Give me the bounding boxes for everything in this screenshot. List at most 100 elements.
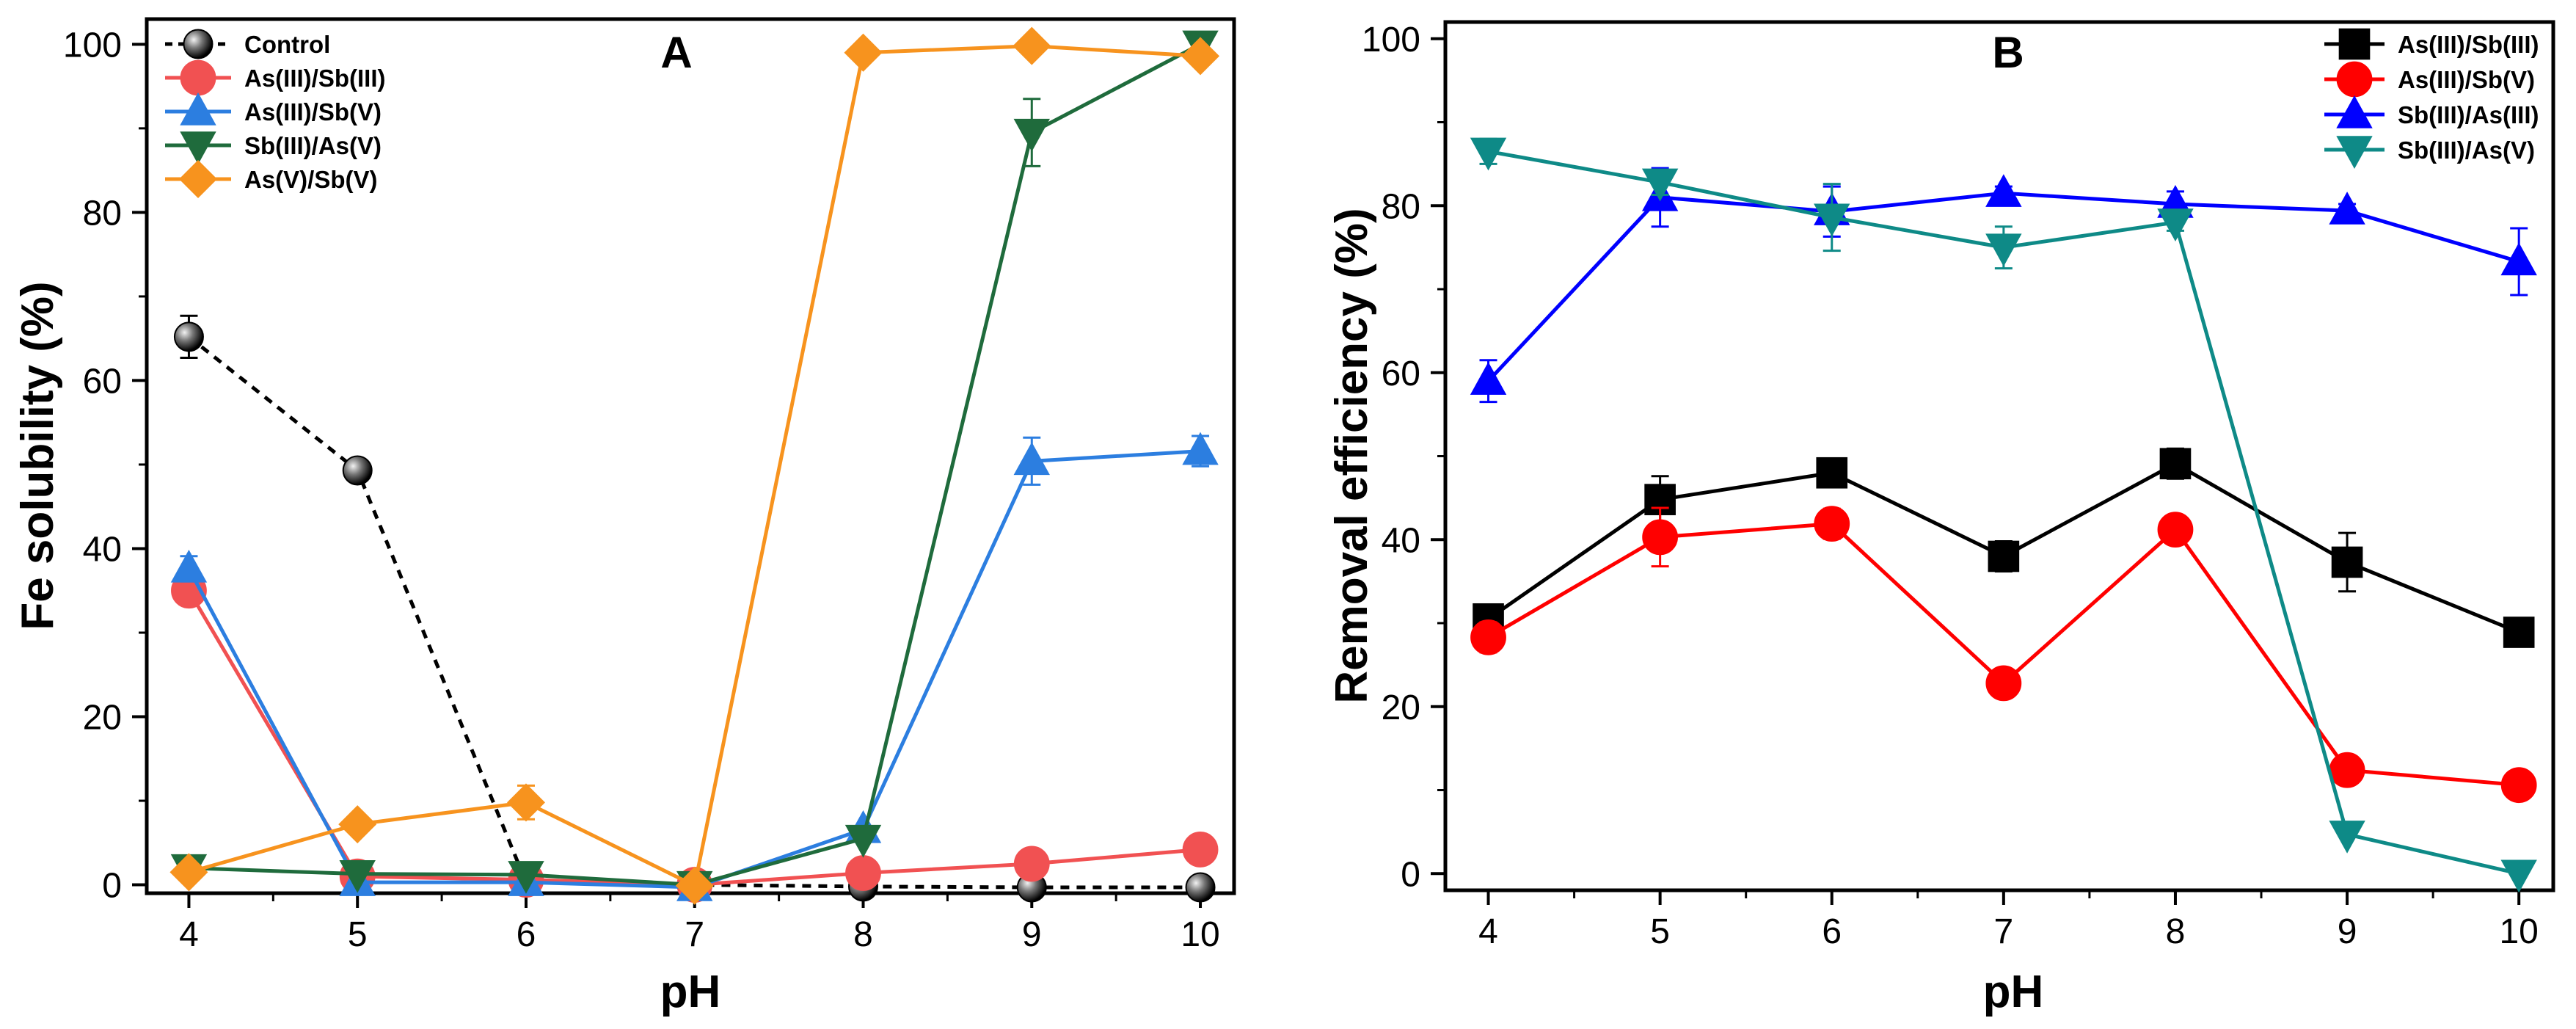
legend-label: As(V)/Sb(V) (244, 166, 378, 193)
data-point (170, 549, 208, 583)
y-axis-title: Fe solubility (%) (12, 281, 63, 630)
data-point (844, 33, 883, 72)
legend-marker (180, 92, 216, 126)
series-as-iii-sb-iii (1473, 447, 2535, 648)
data-point (845, 855, 881, 891)
data-point (1470, 619, 1506, 655)
legend-marker (183, 29, 214, 59)
legend-marker (2336, 61, 2373, 98)
data-point (1985, 174, 2022, 207)
series-control (173, 314, 1216, 903)
data-point (1470, 137, 1507, 171)
data-point (173, 321, 204, 352)
data-point (508, 861, 544, 894)
x-tick-label: 5 (348, 915, 368, 954)
legend-label: Sb(III)/As(III) (2398, 101, 2539, 128)
y-tick-label: 100 (63, 26, 122, 65)
series-line (187, 589, 1201, 887)
data-point (675, 866, 714, 905)
series-sb-iii-as-v (1470, 137, 2537, 893)
data-point (1816, 457, 1848, 489)
series-line (187, 335, 1201, 890)
legend-marker (2336, 95, 2373, 128)
y-tick-label: 20 (83, 699, 122, 738)
data-point (1181, 37, 1220, 76)
y-tick-label: 60 (83, 362, 122, 401)
legend-label: Sb(III)/As(V) (2398, 137, 2535, 164)
data-point (2500, 242, 2537, 276)
x-axis-title: pH (660, 967, 721, 1017)
plot-frame (1443, 20, 2555, 892)
series-as-iii-sb-v (1470, 506, 2537, 804)
data-point (1985, 665, 2022, 702)
data-point (338, 805, 377, 844)
data-point (2159, 448, 2192, 480)
data-point (1013, 442, 1050, 476)
data-point (2331, 546, 2363, 578)
y-tick-label: 80 (83, 194, 122, 233)
data-point (169, 853, 208, 892)
series-as-iii-sb-iii (171, 572, 1219, 903)
series-sb-iii-as-v (170, 30, 1219, 904)
legend-marker (180, 59, 216, 96)
legend-label: As(III)/Sb(III) (2398, 31, 2539, 58)
x-tick-label: 4 (179, 915, 199, 954)
legend-label: Control (244, 31, 330, 58)
series-sb-iii-as-iii (1470, 167, 2537, 404)
legend-marker (180, 131, 216, 164)
x-tick-label: 9 (1022, 915, 1042, 954)
data-point (2329, 821, 2365, 854)
y-tick-label: 0 (1401, 855, 1420, 894)
data-point (342, 455, 373, 486)
x-tick-label: 10 (2499, 912, 2538, 951)
y-tick-label: 60 (1382, 354, 1420, 393)
data-point (1642, 519, 1679, 556)
x-tick-label: 4 (1478, 912, 1498, 951)
data-point (2157, 512, 2194, 548)
x-tick-label: 5 (1650, 912, 1670, 951)
data-point (1814, 506, 1850, 542)
data-point (1641, 168, 1679, 202)
data-point (1013, 846, 1050, 882)
series-line (187, 449, 1201, 890)
x-tick-label: 8 (853, 915, 873, 954)
data-point (339, 859, 376, 893)
x-tick-label: 8 (2166, 912, 2186, 951)
y-tick-label: 100 (1362, 21, 1420, 59)
data-point (2503, 617, 2535, 648)
x-tick-label: 6 (1822, 912, 1842, 951)
legend-marker (2338, 28, 2371, 60)
data-point (2157, 208, 2194, 241)
y-tick-label: 80 (1382, 187, 1420, 226)
legend-label: As(III)/Sb(V) (2398, 66, 2535, 93)
series-as-v-sb-v (169, 26, 1220, 905)
series-line (1486, 191, 2520, 382)
legend-marker (2336, 136, 2373, 169)
x-tick-label: 7 (1994, 912, 2014, 951)
x-tick-label: 6 (517, 915, 536, 954)
x-tick-label: 7 (685, 915, 704, 954)
data-point (1814, 203, 1850, 237)
legend-label: As(III)/Sb(III) (244, 65, 386, 92)
legend-label: As(III)/Sb(V) (244, 98, 382, 126)
data-point (2500, 767, 2537, 804)
panel-letter: A (660, 28, 692, 77)
y-tick-label: 0 (102, 867, 122, 906)
data-point (1185, 872, 1216, 903)
data-point (1470, 362, 1507, 395)
data-point (1012, 26, 1051, 65)
y-axis-title: Removal efficiency (%) (1327, 208, 1377, 703)
y-tick-label: 40 (83, 530, 122, 569)
data-point (1013, 118, 1050, 152)
x-axis-title: pH (1983, 967, 2044, 1017)
legend-label: Sb(III)/As(V) (244, 132, 382, 159)
legend-marker (179, 160, 217, 198)
series-as-iii-sb-v (170, 432, 1219, 901)
data-point (1985, 233, 2022, 267)
data-point (1182, 432, 1219, 465)
data-point (506, 783, 545, 822)
data-point (844, 824, 882, 858)
